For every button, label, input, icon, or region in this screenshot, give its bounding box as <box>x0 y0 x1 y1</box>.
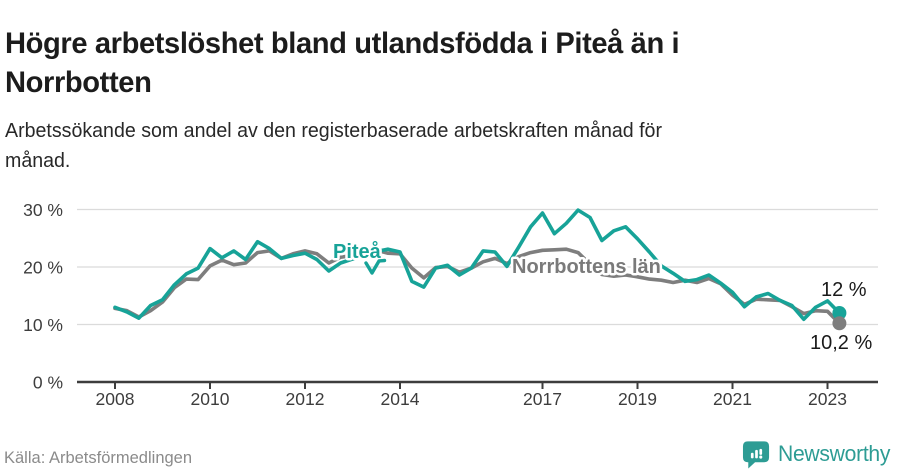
y-tick-label: 10 % <box>23 315 63 335</box>
arrow-down-icon <box>364 258 387 275</box>
y-tick-label: 30 % <box>23 200 63 220</box>
line-pite- <box>113 208 842 322</box>
newsworthy-logo-text: Newsworthy <box>778 441 891 466</box>
newsworthy-logo-icon <box>743 441 770 469</box>
y-tick-label: 20 % <box>23 258 63 278</box>
x-tick-label: 2019 <box>618 389 657 409</box>
x-axis <box>77 380 878 389</box>
x-tick-label: 2017 <box>523 389 562 409</box>
series-lines <box>113 208 847 331</box>
x-tick-label: 2021 <box>713 389 752 409</box>
y-tick-label: 0 % <box>33 373 63 393</box>
end-value-label-pitea: 12 % <box>821 279 867 301</box>
chart-subtitle: Arbetssökande som andel av den registerb… <box>5 120 662 172</box>
x-tick-label: 2014 <box>381 389 420 409</box>
y-axis: 30 % 20 % 10 % 0 % <box>23 200 63 393</box>
x-axis-labels: 2008 2010 2012 2014 2017 2019 2021 2023 <box>96 389 847 409</box>
end-dot-pite- <box>832 306 847 320</box>
newsworthy-logo: Newsworthy <box>742 439 895 469</box>
series-label-norrbotten: Norrbottens län <box>512 256 661 278</box>
x-tick-label: 2012 <box>286 389 325 409</box>
chart-title: Högre arbetslöshet bland utlandsfödda i … <box>5 27 680 100</box>
line-chart: 30 % 20 % 10 % 0 % 2008 2010 <box>23 200 878 409</box>
end-dot-norrbottens-l-n <box>832 316 847 331</box>
end-value-label-norrbotten: 10,2 % <box>810 332 872 354</box>
x-tick-label: 2023 <box>808 389 847 409</box>
series-label-pitea: Piteå <box>333 240 382 263</box>
x-tick-label: 2010 <box>191 389 230 409</box>
source-credit: Källa: Arbetsförmedlingen <box>4 449 193 467</box>
x-tick-label: 2008 <box>96 389 135 409</box>
